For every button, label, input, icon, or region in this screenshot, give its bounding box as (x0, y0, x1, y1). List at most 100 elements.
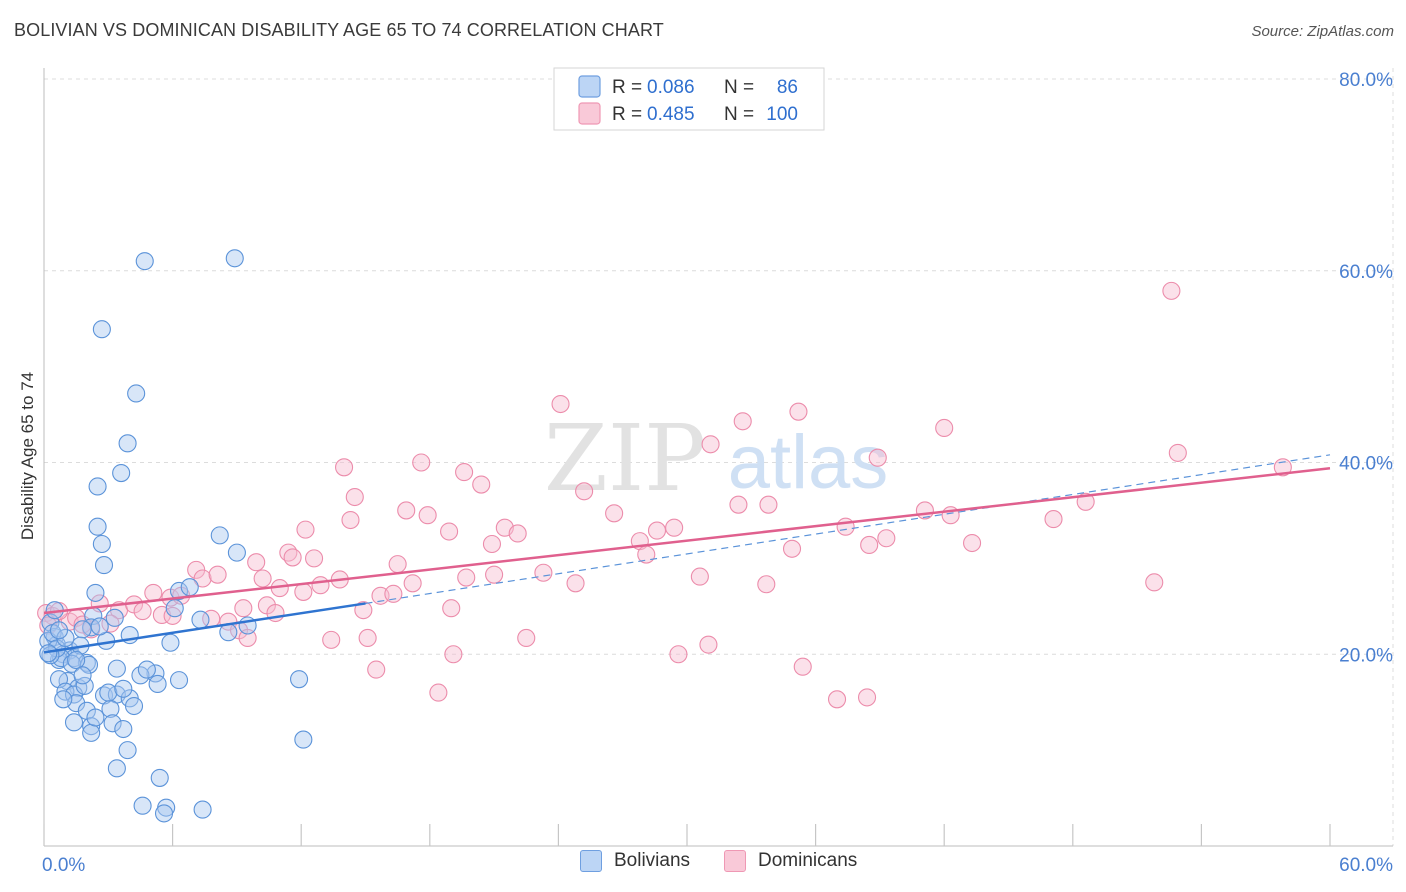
dominicans-point-59 (665, 518, 684, 537)
chart-title: BOLIVIAN VS DOMINICAN DISABILITY AGE 65 … (14, 20, 664, 40)
bolivians-point-5 (112, 463, 131, 483)
bolivians-point-51 (82, 717, 101, 736)
legend-n-label-1: N = (724, 77, 754, 98)
series-legend: Bolivians Dominicans (0, 850, 1406, 880)
x-tick-label-0: 0.0% (42, 855, 85, 876)
legend-item-dominicans[interactable]: Dominicans (724, 850, 857, 872)
dominicans-point-27 (311, 576, 330, 595)
dominicans-point-84 (1162, 281, 1181, 300)
dominicans-point-17 (238, 628, 257, 648)
dominicans-point-28 (322, 630, 341, 649)
bolivians-point-84 (73, 666, 92, 685)
legend-item-bolivians[interactable]: Bolivians (580, 850, 690, 872)
dominicans-point-18 (247, 553, 266, 572)
bolivians-point-49 (64, 713, 84, 732)
dominicans-point-94 (354, 601, 373, 620)
dominicans-point-82 (1076, 492, 1095, 511)
bolivians-point-16 (105, 608, 124, 627)
bolivians-point-13 (86, 583, 105, 602)
dominicans-point-99 (133, 602, 152, 621)
dominicans-point-54 (575, 482, 594, 501)
legend-swatch-bolivians (578, 75, 601, 98)
x-tick-label-1: 60.0% (1339, 855, 1393, 876)
dominicans-point-49 (508, 524, 527, 543)
bolivians-point-56 (150, 768, 169, 787)
dominicans-point-46 (472, 475, 491, 494)
bolivians-point-71 (90, 617, 109, 636)
dominicans-swatch (724, 850, 746, 872)
watermark-zip: ZIP (544, 405, 706, 512)
dominicans-point-67 (759, 495, 778, 514)
dominicans-point-19 (253, 569, 272, 588)
dominicans-point-75 (868, 448, 887, 467)
dominicans-point-52 (551, 394, 570, 414)
bolivians-point-37 (169, 671, 189, 690)
dominicans-point-78 (935, 418, 954, 438)
dominicans-point-30 (335, 458, 354, 477)
legend-n-value-1: 86 (777, 77, 798, 98)
dominicans-point-81 (1044, 510, 1063, 529)
dominicans-point-51 (534, 563, 553, 582)
tick-labels: 20.0% 40.0% 60.0% 80.0% 0.0% 60.0% (42, 70, 1393, 876)
bolivians-point-52 (82, 723, 101, 742)
dominicans-points (37, 281, 1292, 709)
legend-swatch-dominicans (578, 102, 601, 125)
bolivians-point-74 (180, 578, 199, 597)
dominicans-point-86 (1273, 458, 1292, 477)
source-label: Source: ZipAtlas.com (1251, 23, 1394, 40)
legend-r-label-1: R = (612, 77, 642, 98)
bolivians-point-6 (88, 477, 107, 496)
dominicans-point-44 (455, 463, 474, 482)
bolivians-point-0 (135, 252, 154, 271)
dominicans-point-39 (412, 453, 431, 472)
dominicans-point-32 (345, 487, 364, 507)
dominicans-point-38 (403, 574, 422, 593)
bolivians-point-61 (290, 670, 309, 689)
bolivians-point-53 (114, 719, 133, 739)
bolivians-point-70 (56, 628, 75, 648)
dominicans-point-43 (444, 645, 463, 664)
bolivians-point-17 (191, 610, 210, 629)
legend-r-value-2: 0.485 (647, 104, 695, 125)
dominicans-point-47 (482, 534, 502, 554)
bolivians-point-14 (165, 599, 184, 618)
dominicans-point-62 (699, 635, 718, 654)
dominicans-point-40 (418, 506, 437, 525)
bolivians-point-60 (154, 804, 174, 823)
bolivians-swatch (580, 850, 602, 872)
bolivians-point-83 (39, 644, 58, 663)
bolivians-point-78 (124, 696, 144, 716)
bolivians-point-62 (294, 730, 313, 749)
dominicans-point-53 (566, 574, 585, 593)
dominicans-point-24 (283, 548, 302, 567)
bolivians-point-79 (86, 708, 105, 727)
bolivians-point-2 (92, 320, 111, 339)
bolivians-point-7 (88, 517, 107, 536)
dominicans-point-64 (729, 495, 748, 514)
bolivians-point-59 (193, 800, 212, 819)
bolivians-point-4 (118, 434, 137, 453)
y-axis-label: Disability Age 65 to 74 (18, 372, 37, 540)
dominicans-point-96 (442, 599, 461, 618)
bolivians-point-54 (118, 741, 137, 760)
dominicans-point-61 (690, 567, 709, 586)
watermark-atlas: atlas (728, 420, 889, 505)
dominicans-point-45 (457, 568, 476, 587)
y-tick-label-0: 20.0% (1339, 645, 1393, 666)
dominicans-point-69 (789, 402, 808, 421)
dominicans-point-42 (440, 522, 459, 541)
dominicans-point-63 (701, 435, 720, 454)
dominicans-point-85 (1168, 443, 1187, 462)
y-tick-label-2: 60.0% (1339, 262, 1393, 283)
dominicans-point-95 (384, 584, 403, 603)
dominicans-point-41 (429, 683, 448, 702)
bolivians-point-33 (107, 659, 126, 678)
bolivians-point-1 (225, 249, 244, 268)
bolivians-point-55 (107, 759, 126, 778)
bolivians-point-3 (127, 384, 146, 403)
dominicans-point-73 (857, 688, 877, 707)
dominicans-point-66 (757, 575, 776, 594)
dominicans-point-65 (733, 412, 752, 431)
dominicans-point-25 (296, 520, 315, 539)
bolivians-point-9 (94, 556, 114, 575)
